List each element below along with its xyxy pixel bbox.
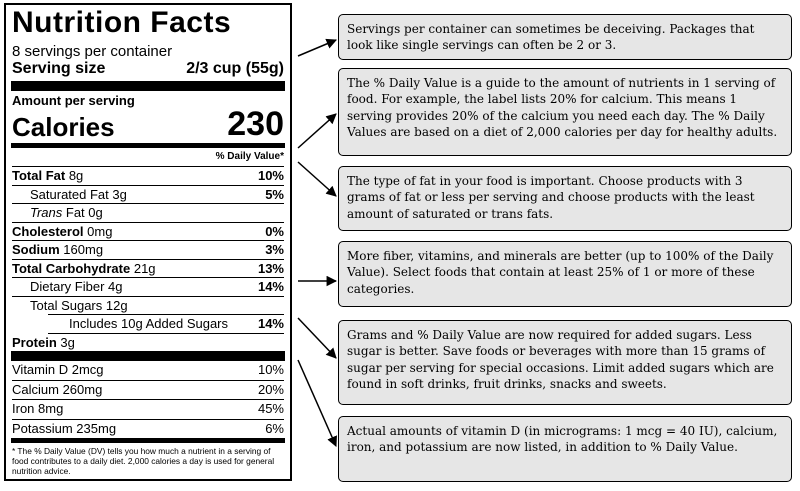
nutrient-name: Trans xyxy=(30,205,63,220)
vitamin-name: Calcium 260mg xyxy=(12,381,103,397)
serving-size-row: Serving size 2/3 cup (55g) xyxy=(12,60,284,78)
nutrient-name: Saturated Fat xyxy=(30,186,109,202)
nutrient-dv: 5% xyxy=(265,186,284,202)
nutrient-row-cholesterol: Cholesterol 0mg 0% xyxy=(12,223,284,241)
medium-divider xyxy=(11,143,285,148)
vitamin-row-potassium: Potassium 235mg 6% xyxy=(12,420,284,439)
nutrient-name: Cholesterol xyxy=(12,223,84,239)
nutrient-name: Total Fat xyxy=(12,168,66,183)
servings-per-container: 8 servings per container xyxy=(12,43,173,60)
nutrient-name: Includes 10g Added Sugars xyxy=(69,316,229,331)
serving-size-label: Serving size xyxy=(12,60,106,77)
vitamin-name: Potassium 235mg xyxy=(12,420,117,436)
note-daily-value: The % Daily Value is a guide to the amou… xyxy=(338,68,792,156)
vitamin-dv: 10% xyxy=(257,362,284,377)
nutrient-row-saturated-fat: Saturated Fat 3g 5% xyxy=(12,186,284,204)
nutrient-name: Sodium xyxy=(12,242,60,257)
vitamin-row-calcium: Calcium 260mg 20% xyxy=(12,381,284,400)
vitamin-dv: 6% xyxy=(265,420,284,436)
nutrient-row-total-carbohydrate: Total Carbohydrate 21g 13% xyxy=(12,260,284,278)
label-title: Nutrition Facts xyxy=(12,6,232,39)
nutrient-row-sodium: Sodium 160mg 3% xyxy=(12,241,284,260)
vitamin-row-iron: Iron 8mg 45% xyxy=(12,400,284,420)
amount-per-serving: Amount per serving xyxy=(12,93,135,108)
nutrient-amount: 3g xyxy=(60,334,75,350)
nutrient-amount: 8g xyxy=(68,168,84,183)
arrow-daily-value xyxy=(297,113,337,149)
serving-size-value: 2/3 cup (55g) xyxy=(186,60,284,77)
nutrient-row-added-sugars: Includes 10g Added Sugars 14% xyxy=(48,314,284,334)
arrow-servings xyxy=(297,38,337,57)
note-vitamin-d: Actual amounts of vitamin D (in microgra… xyxy=(338,416,792,482)
nutrient-amount: 4g xyxy=(108,279,123,294)
nutrient-amount: 3g xyxy=(112,186,127,202)
calories-label: Calories xyxy=(12,112,115,142)
vitamin-name: Vitamin D 2mcg xyxy=(12,362,104,377)
nutrient-row-trans-fat: Trans Fat 0g xyxy=(12,204,284,223)
note-servings: Servings per container can sometimes be … xyxy=(338,14,792,60)
arrow-fat-type xyxy=(297,161,337,197)
vitamin-dv: 20% xyxy=(257,381,284,397)
calories-value: 230 xyxy=(227,105,284,143)
nutrient-amount: 12g xyxy=(105,297,128,313)
nutrient-row-protein: Protein 3g xyxy=(12,334,284,352)
nutrient-dv: 10% xyxy=(257,168,284,183)
nutrient-row-dietary-fiber: Dietary Fiber 4g 14% xyxy=(12,278,284,297)
arrow-vitamin-d xyxy=(297,359,337,447)
nutrient-row-total-fat: Total Fat 8g 10% xyxy=(12,167,284,186)
note-added-sugars: Grams and % Daily Value are now required… xyxy=(338,320,792,405)
heavy-divider xyxy=(11,81,285,91)
nutrient-dv: 14% xyxy=(257,316,284,331)
nutrient-amount: 160mg xyxy=(63,242,104,257)
nutrient-name: Total Sugars xyxy=(30,297,103,313)
nutrient-dv: 14% xyxy=(257,279,284,294)
nutrient-name: Total Carbohydrate xyxy=(12,260,131,276)
vitamin-row-vitamin-d: Vitamin D 2mcg 10% xyxy=(12,361,284,381)
nutrient-dv: 0% xyxy=(265,223,284,239)
note-fat-type: The type of fat in your food is importan… xyxy=(338,166,792,231)
nutrient-dv: 3% xyxy=(265,242,284,257)
vitamin-dv: 45% xyxy=(257,401,284,416)
nutrient-name: Dietary Fiber xyxy=(30,279,105,294)
arrow-added-sugars xyxy=(297,317,337,359)
nutrition-facts-label: Nutrition Facts 8 servings per container… xyxy=(4,3,292,481)
nutrient-amount: 0mg xyxy=(87,223,113,239)
note-fiber-vitamins: More fiber, vitamins, and minerals are b… xyxy=(338,241,792,307)
daily-value-footnote: * The % Daily Value (DV) tells you how m… xyxy=(11,438,285,476)
nutrient-amount: Fat 0g xyxy=(65,205,103,220)
calories-row: Calories 230 xyxy=(12,105,284,143)
heavy-divider xyxy=(11,351,285,361)
daily-value-header: % Daily Value* xyxy=(12,148,284,167)
nutrient-amount: 21g xyxy=(133,260,156,276)
nutrient-name: Protein xyxy=(12,334,57,350)
nutrient-row-total-sugars: Total Sugars 12g xyxy=(12,297,284,315)
vitamin-name: Iron 8mg xyxy=(12,401,64,416)
nutrient-dv: 13% xyxy=(257,260,284,276)
